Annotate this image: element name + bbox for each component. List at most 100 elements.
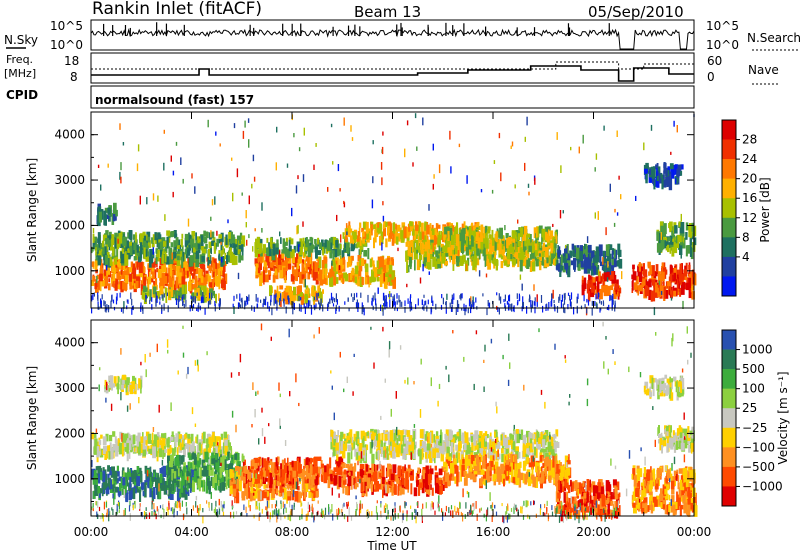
scatter-cell-0-9: [444, 260, 448, 266]
scatter-cell-0-10: [465, 247, 469, 256]
scatter-cell-1-4: [287, 457, 289, 465]
scatter-cell-1-3: [238, 480, 242, 492]
scatter-cell-1-0: [121, 432, 125, 443]
near-range-cell-0: [156, 295, 158, 303]
scatter-cell-0-0: [187, 262, 190, 269]
scatter-cell-0-11: [560, 254, 563, 266]
scatter-cell-0-1: [154, 232, 157, 241]
scatter-cell-0-8: [392, 231, 395, 244]
scatter-cell-1-1: [105, 473, 108, 485]
date-label: 05/Sep/2010: [588, 3, 684, 21]
scatter-cell-0-13: [648, 279, 652, 288]
scatter-cell-0-9: [420, 250, 425, 255]
near-range-cell-0: [327, 303, 329, 311]
scatter-cell-0-11: [613, 248, 616, 260]
scatter-cell-0-10: [544, 246, 549, 258]
scatter-cell-0-0: [117, 272, 120, 280]
scatter-cell-0-10: [554, 237, 556, 244]
noise-cell-0: [457, 250, 460, 257]
scatter-cell-1-4: [323, 472, 328, 484]
near-range-cell-0: [452, 297, 454, 305]
scatter-cell-0-9: [484, 255, 487, 267]
near-range-cell-0: [445, 300, 447, 309]
scatter-cell-1-3: [307, 478, 312, 489]
scatter-cell-0-1: [218, 255, 220, 260]
near-range-cell-0: [209, 300, 211, 305]
scatter-cell-0-1: [207, 249, 211, 260]
scatter-cell-1-0: [179, 442, 182, 451]
scatter-cell-1-1: [144, 465, 148, 474]
scatter-cell-0-4: [302, 252, 306, 259]
scatter-cell-0-9: [485, 251, 488, 261]
y-tick-label-0-2: 2000: [54, 218, 85, 232]
scatter-cell-0-10: [467, 244, 472, 250]
scatter-cell-0-9: [546, 256, 549, 264]
scatter-cell-1-2: [215, 453, 218, 460]
scatter-cell-0-6: [315, 247, 318, 259]
scatter-cell-1-3: [235, 466, 239, 472]
scatter-cell-0-6: [339, 243, 342, 256]
scatter-cell-0-7: [335, 265, 340, 272]
scatter-cell-0-10: [552, 237, 555, 243]
scatter-cell-0-8: [471, 226, 473, 231]
scatter-cell-0-7: [321, 260, 325, 269]
scatter-cell-0-1: [185, 251, 189, 259]
scatter-cell-0-1: [181, 233, 184, 239]
scatter-cell-0-2: [107, 207, 111, 215]
near-range-cell-0: [558, 296, 560, 303]
near-range-cell-0: [612, 293, 614, 300]
scatter-cell-0-8: [362, 238, 365, 244]
near-range-cell-0: [612, 299, 614, 305]
near-range-cell-0: [327, 301, 330, 307]
scatter-cell-0-0: [181, 276, 186, 285]
scatter-cell-0-5: [305, 285, 309, 290]
noise-cell-0: [137, 144, 140, 152]
scatter-cell-0-0: [203, 267, 206, 276]
scatter-cell-0-10: [505, 233, 509, 239]
scatter-cell-0-1: [197, 243, 201, 250]
scatter-cell-0-10: [475, 243, 480, 256]
scatter-cell-0-12: [614, 283, 619, 293]
near-range-cell-0: [237, 302, 240, 309]
noise-cell-0: [338, 265, 341, 270]
scatter-cell-1-0: [215, 446, 218, 454]
scatter-cell-0-13: [673, 272, 676, 280]
cpid-label: CPID: [6, 88, 38, 102]
noise-cell-0: [673, 120, 675, 127]
scatter-cell-0-5: [276, 285, 279, 293]
noise-cell-0: [670, 151, 672, 155]
noise-cell-0: [245, 210, 247, 219]
near-range-cell-0: [319, 302, 321, 311]
scatter-cell-0-13: [688, 271, 693, 281]
scatter-cell-0-1: [240, 244, 244, 252]
scatter-cell-0-6: [290, 249, 294, 259]
scatter-cell-0-0: [176, 273, 180, 279]
scatter-cell-1-1: [136, 476, 140, 486]
scatter-cell-0-3: [191, 292, 196, 300]
scatter-cell-1-4: [317, 456, 322, 461]
scatter-cell-0-8: [362, 221, 367, 230]
scatter-cell-0-7: [318, 269, 323, 279]
scatter-cell-1-3: [254, 477, 258, 484]
scatter-cell-1-0: [128, 433, 131, 438]
near-range-cell-0: [526, 306, 528, 314]
colorbar-swatch-0-8: [722, 276, 736, 297]
noise-cell-0: [293, 133, 295, 138]
noise-cell-0: [449, 130, 451, 140]
scatter-cell-0-9: [438, 245, 441, 254]
scatter-cell-0-1: [189, 238, 193, 249]
near-range-cell-0: [432, 300, 434, 306]
noise-cell-0: [485, 273, 488, 278]
scatter-cell-0-6: [332, 236, 337, 245]
scatter-cell-1-0: [167, 446, 170, 456]
scatter-cell-0-0: [153, 280, 156, 290]
noise-cell-0: [313, 164, 315, 170]
scatter-cell-1-0: [162, 438, 166, 446]
noise-cell-0: [635, 195, 637, 201]
scatter-cell-0-4: [281, 252, 285, 259]
scatter-cell-1-2: [192, 460, 197, 470]
scatter-cell-0-1: [188, 244, 191, 254]
scatter-cell-1-5: [353, 440, 356, 450]
scatter-cell-0-10: [497, 239, 501, 246]
near-range-cell-0: [202, 292, 204, 297]
